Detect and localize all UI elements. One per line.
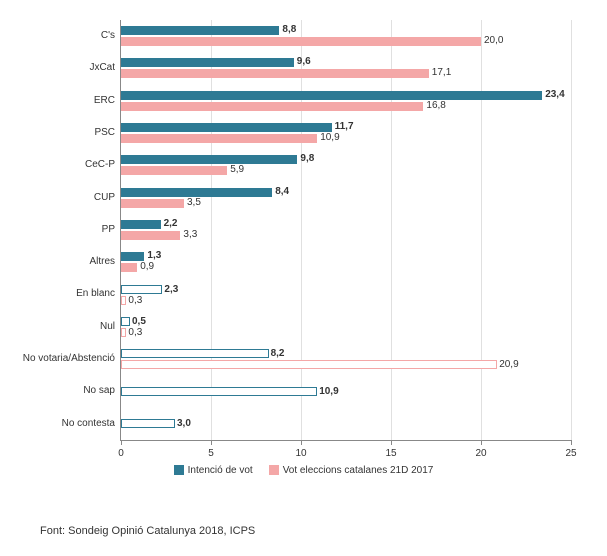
bar-intencio: 9,8 — [121, 155, 297, 164]
category-label: No sap — [83, 375, 121, 407]
bar-value-label: 10,9 — [316, 386, 338, 397]
tick-label: 5 — [208, 440, 214, 459]
legend: Intenció de vot Vot eleccions catalanes 2… — [0, 465, 607, 476]
bar-value-label: 5,9 — [227, 164, 244, 175]
bar-intencio: 3,0 — [121, 419, 175, 428]
bar-value-label: 10,9 — [317, 132, 339, 143]
category-row: PP2,23,3 — [121, 214, 571, 246]
category-row: No sap10,9 — [121, 375, 571, 407]
category-row: CeC-P9,85,9 — [121, 149, 571, 181]
legend-label: Vot eleccions catalanes 21D 2017 — [283, 465, 434, 476]
bar-value-label: 8,2 — [268, 348, 285, 359]
bar-vot21d: 17,1 — [121, 69, 429, 78]
bar-intencio: 0,5 — [121, 317, 130, 326]
bar-value-label: 0,9 — [137, 261, 154, 272]
legend-item: Intenció de vot — [174, 465, 253, 476]
source-text: Font: Sondeig Opinió Catalunya 2018, ICP… — [40, 525, 255, 537]
plot-area: 0510152025C's8,820,0JxCat9,617,1ERC23,41… — [120, 20, 571, 441]
bar-value-label: 16,8 — [423, 100, 445, 111]
bar-vot21d: 16,8 — [121, 102, 423, 111]
category-label: Altres — [89, 246, 121, 278]
chart-container: 0510152025C's8,820,0JxCat9,617,1ERC23,41… — [0, 0, 607, 556]
bar-value-label: 2,3 — [161, 284, 178, 295]
category-label: CUP — [94, 182, 121, 214]
category-row: No votaria/Abstenció8,220,9 — [121, 343, 571, 375]
category-row: PSC11,710,9 — [121, 117, 571, 149]
category-label: C's — [101, 20, 121, 52]
bar-value-label: 11,7 — [332, 121, 354, 132]
bar-value-label: 0,3 — [125, 327, 142, 338]
bar-vot21d: 20,9 — [121, 360, 497, 369]
bar-vot21d: 0,9 — [121, 263, 137, 272]
category-row: JxCat9,617,1 — [121, 52, 571, 84]
bar-value-label: 1,3 — [144, 250, 161, 261]
gridline — [571, 20, 572, 440]
bar-intencio: 11,7 — [121, 123, 332, 132]
bar-value-label: 20,0 — [481, 35, 503, 46]
category-label: ERC — [94, 85, 121, 117]
category-label: No votaria/Abstenció — [23, 343, 121, 375]
category-row: En blanc2,30,3 — [121, 278, 571, 310]
category-label: No contesta — [62, 408, 121, 440]
bar-vot21d: 10,9 — [121, 134, 317, 143]
category-row: Nul0,50,3 — [121, 311, 571, 343]
tick-label: 0 — [118, 440, 124, 459]
category-label: Nul — [100, 311, 121, 343]
category-label: CeC-P — [85, 149, 121, 181]
category-label: PP — [102, 214, 121, 246]
bar-value-label: 0,3 — [125, 295, 142, 306]
bar-value-label: 3,3 — [180, 229, 197, 240]
bar-intencio: 23,4 — [121, 91, 542, 100]
bar-vot21d: 20,0 — [121, 37, 481, 46]
bar-intencio: 2,2 — [121, 220, 161, 229]
category-row: C's8,820,0 — [121, 20, 571, 52]
bar-vot21d: 5,9 — [121, 166, 227, 175]
bar-intencio: 9,6 — [121, 58, 294, 67]
category-label: JxCat — [89, 52, 121, 84]
bar-value-label: 20,9 — [496, 359, 518, 370]
tick-label: 25 — [565, 440, 576, 459]
bar-vot21d: 3,3 — [121, 231, 180, 240]
bar-value-label: 23,4 — [542, 89, 564, 100]
tick-label: 15 — [385, 440, 396, 459]
tick-label: 20 — [475, 440, 486, 459]
bar-value-label: 2,2 — [161, 218, 178, 229]
category-label: PSC — [94, 117, 121, 149]
bar-vot21d: 0,3 — [121, 328, 126, 337]
bar-vot21d: 0,3 — [121, 296, 126, 305]
bar-intencio: 2,3 — [121, 285, 162, 294]
category-row: ERC23,416,8 — [121, 85, 571, 117]
bar-intencio: 8,8 — [121, 26, 279, 35]
bar-value-label: 9,6 — [294, 56, 311, 67]
bar-intencio: 8,2 — [121, 349, 269, 358]
legend-swatch — [174, 465, 184, 475]
bar-intencio: 10,9 — [121, 387, 317, 396]
bar-value-label: 9,8 — [297, 153, 314, 164]
category-row: CUP8,43,5 — [121, 182, 571, 214]
bar-vot21d: 3,5 — [121, 199, 184, 208]
bar-value-label: 17,1 — [429, 67, 451, 78]
bar-value-label: 0,5 — [129, 316, 146, 327]
category-label: En blanc — [76, 278, 121, 310]
bar-intencio: 1,3 — [121, 252, 144, 261]
category-row: Altres1,30,9 — [121, 246, 571, 278]
bar-value-label: 3,5 — [184, 197, 201, 208]
category-row: No contesta3,0 — [121, 408, 571, 440]
tick-label: 10 — [295, 440, 306, 459]
legend-swatch — [269, 465, 279, 475]
bar-value-label: 8,4 — [272, 186, 289, 197]
legend-label: Intenció de vot — [188, 465, 253, 476]
legend-item: Vot eleccions catalanes 21D 2017 — [269, 465, 434, 476]
bar-value-label: 8,8 — [279, 24, 296, 35]
bar-value-label: 3,0 — [174, 418, 191, 429]
bar-intencio: 8,4 — [121, 188, 272, 197]
